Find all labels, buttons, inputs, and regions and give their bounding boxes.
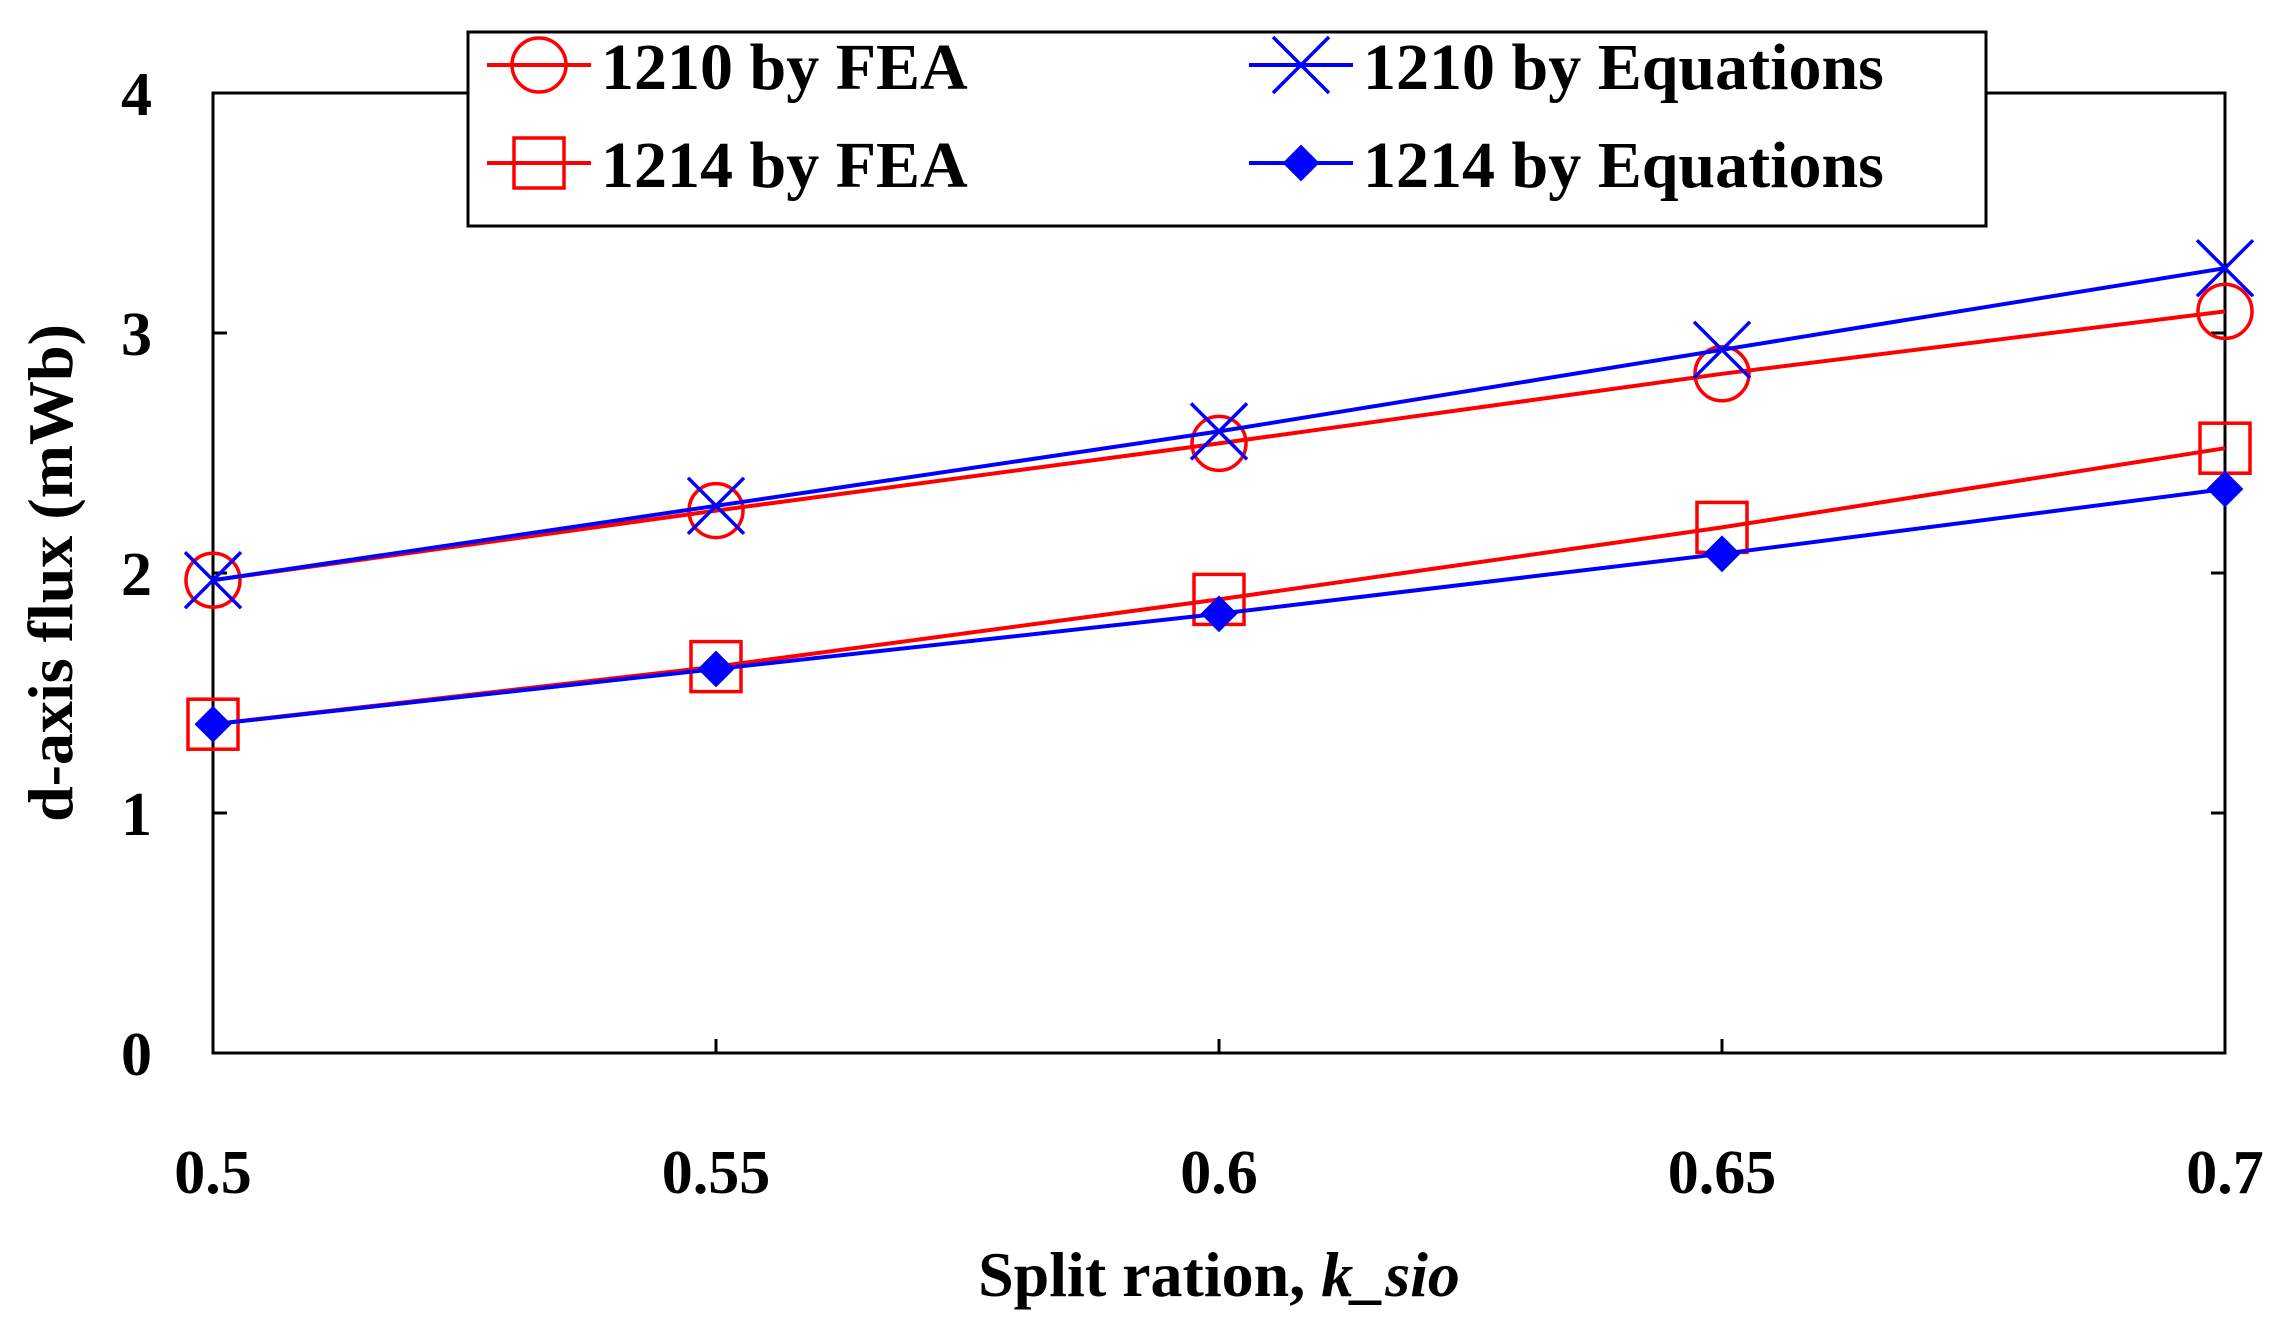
x-tick-label-3: 0.65 — [1668, 1139, 1777, 1207]
series-layer — [183, 238, 2255, 751]
data-point-3-1 — [697, 650, 735, 688]
data-point-1-0 — [183, 550, 243, 610]
series-1210-by-equations — [183, 238, 2255, 610]
data-point-3-0 — [194, 705, 232, 743]
series-line — [212, 309, 2226, 583]
data-point-1-2 — [1189, 402, 1249, 461]
x-tick-label-0: 0.5 — [174, 1139, 252, 1207]
data-point-1-4 — [2195, 238, 2255, 298]
legend-label-1: 1210 by Equations — [1363, 31, 1884, 104]
data-point-3-2 — [1200, 595, 1238, 633]
y-tick-label-0: 0 — [121, 1021, 152, 1089]
data-point-0-3 — [1693, 345, 1751, 403]
data-point-0-0 — [184, 551, 242, 609]
y-tick-label-4: 4 — [121, 61, 152, 129]
y-axis-title: d-axis flux (mWb) — [15, 324, 86, 822]
data-point-1-1 — [686, 476, 746, 536]
data-point-3-4 — [2206, 470, 2244, 508]
legend-marker-1 — [1271, 35, 1331, 95]
legend-marker-3 — [1282, 144, 1320, 182]
legend-label-2: 1214 by FEA — [601, 129, 968, 202]
legend-box — [466, 30, 1988, 228]
legend-label-0: 1210 by FEA — [601, 31, 968, 104]
data-point-1-3 — [1692, 320, 1752, 380]
y-tick-label-1: 1 — [121, 781, 152, 849]
data-point-2-0 — [186, 697, 240, 751]
legend: 1210 by FEA 1210 by Equations 1214 by FEA 1… — [466, 30, 1988, 228]
x-tick-label-4: 0.7 — [2186, 1139, 2264, 1207]
legend-marker-2 — [512, 136, 566, 190]
x-tick-label-1: 0.55 — [662, 1139, 771, 1207]
x-tick-label-2: 0.6 — [1180, 1139, 1258, 1207]
y-tick-label-2: 2 — [121, 541, 152, 609]
data-point-0-4 — [2196, 282, 2254, 341]
y-tick-label-3: 3 — [121, 301, 152, 369]
series-1214-by-equations — [194, 470, 2244, 743]
data-point-3-3 — [1703, 535, 1741, 573]
series-1210-by-fea — [184, 282, 2254, 609]
legend-label-3: 1214 by Equations — [1363, 129, 1884, 202]
series-line — [212, 446, 2226, 727]
x-axis-title: Split ration, k_sio — [978, 1239, 1460, 1310]
series-line — [212, 266, 2226, 583]
data-point-0-2 — [1190, 414, 1248, 473]
ticks-layer: 0 1 2 3 4 0.5 0.55 0.6 0.65 0.7 — [121, 61, 2264, 1207]
legend-marker-0 — [510, 36, 568, 94]
